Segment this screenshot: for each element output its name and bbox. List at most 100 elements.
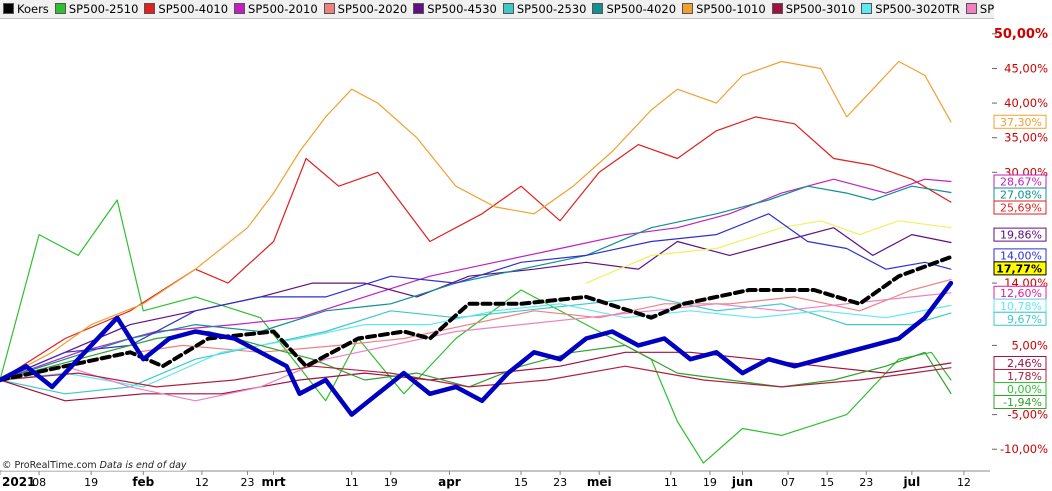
x-tick-label: apr bbox=[438, 475, 461, 489]
x-tick-label: 19 bbox=[703, 476, 717, 489]
legend-label: SP500-2530 bbox=[516, 2, 587, 16]
x-tick-label: 11 bbox=[345, 476, 359, 489]
series-line bbox=[0, 213, 952, 381]
x-tick-label: 08 bbox=[32, 476, 46, 489]
end-label-box bbox=[993, 261, 1047, 276]
x-tick-label: 15 bbox=[820, 476, 834, 489]
end-label-text: 10,78% bbox=[1000, 300, 1042, 313]
end-label-text: 2,46% bbox=[1007, 357, 1042, 370]
legend-item: SP500-3010 bbox=[771, 0, 856, 18]
watermark: © ProRealTime.com Data is end of day bbox=[2, 460, 187, 471]
y-tick-label: 50,00% bbox=[994, 27, 1048, 42]
legend-item: SP500-1010 bbox=[682, 0, 766, 18]
end-label-text: 9,67% bbox=[1007, 313, 1042, 326]
legend-swatch bbox=[234, 3, 246, 14]
y-tick-label: 35,00% bbox=[1004, 131, 1048, 145]
legend-item: SP500-2010 bbox=[234, 0, 318, 18]
series-line bbox=[0, 296, 952, 395]
legend-swatch bbox=[54, 3, 66, 14]
legend-label: SP500-2510 bbox=[68, 2, 139, 16]
x-tick-label: 23 bbox=[241, 476, 255, 489]
legend-item: SP500-4010 bbox=[144, 0, 228, 18]
series-line bbox=[585, 220, 952, 284]
legend-item: SP500-3020TR bbox=[861, 0, 960, 18]
legend-swatch bbox=[861, 3, 873, 14]
end-label-text: 1,78% bbox=[1007, 370, 1042, 383]
legend-swatch bbox=[413, 3, 425, 14]
watermark-source: © ProRealTime.com bbox=[2, 460, 97, 471]
series-line bbox=[0, 280, 954, 417]
series-line bbox=[0, 292, 952, 402]
y-tick-label: 45,00% bbox=[1004, 61, 1048, 75]
legend-label: SP500-4010 bbox=[158, 2, 229, 16]
legend-swatch bbox=[682, 3, 694, 14]
end-label-box bbox=[993, 394, 1047, 409]
x-tick-label: 19 bbox=[384, 476, 398, 489]
legend-swatch bbox=[3, 3, 14, 14]
legend-swatch bbox=[771, 3, 783, 14]
legend-item: SP500-2020 bbox=[323, 0, 408, 18]
x-tick-label: 12 bbox=[957, 476, 971, 489]
end-label-text: 27,08% bbox=[1000, 189, 1042, 202]
legend-item: SP500-2510 bbox=[54, 0, 139, 18]
x-tick-label: jul bbox=[902, 475, 920, 489]
watermark-note: Data is end of day bbox=[99, 460, 187, 471]
end-label-text: 0,00% bbox=[1007, 383, 1042, 396]
x-tick-label: mrt bbox=[261, 475, 285, 489]
legend-swatch bbox=[144, 3, 156, 14]
series-line bbox=[0, 199, 952, 464]
series-line bbox=[0, 116, 952, 381]
series-line bbox=[0, 330, 952, 394]
end-label-text: -1,94% bbox=[1003, 396, 1042, 409]
legend-swatch bbox=[965, 3, 977, 14]
y-tick-label: -10,00% bbox=[1000, 442, 1048, 456]
x-tick-label: mei bbox=[587, 475, 612, 489]
y-tick-label: -5,00% bbox=[1007, 408, 1048, 422]
series-line bbox=[0, 185, 952, 381]
x-tick-label: feb bbox=[132, 475, 154, 489]
series-line bbox=[0, 255, 953, 382]
legend-swatch bbox=[502, 3, 514, 14]
end-labels: 37,30% 28,67%27,08%25,69% 19,86% 14,00%17,7… bbox=[993, 114, 1047, 409]
legend-label: SP500 bbox=[979, 2, 994, 16]
end-label-text: 17,77% bbox=[996, 262, 1042, 275]
series-line bbox=[0, 365, 952, 388]
legend-item: SP500-4020 bbox=[592, 0, 676, 18]
end-label-text: 25,69% bbox=[1000, 202, 1042, 215]
end-label-text: 37,30% bbox=[1000, 116, 1042, 129]
series-line bbox=[0, 303, 952, 388]
end-label-text: 12,60% bbox=[1000, 287, 1042, 300]
legend-label: SP500-2020 bbox=[337, 2, 408, 16]
series-layer bbox=[0, 60, 954, 464]
end-label-text: 14,00% bbox=[1000, 249, 1042, 262]
series-line bbox=[0, 60, 952, 381]
legend-label: Koers bbox=[17, 2, 49, 16]
legend-swatch bbox=[323, 3, 335, 14]
end-label-box bbox=[993, 200, 1047, 215]
x-tick-label: 15 bbox=[514, 476, 528, 489]
legend-label: SP500-4020 bbox=[606, 2, 677, 16]
legend-label: SP500-3010 bbox=[785, 2, 856, 16]
legend-item: SP500-2530 bbox=[502, 0, 587, 18]
legend-label: SP500-2010 bbox=[248, 2, 318, 16]
x-tick-label: jun bbox=[731, 475, 753, 489]
x-tick-label: 23 bbox=[859, 476, 873, 489]
y-tick-label: 5,00% bbox=[1011, 338, 1048, 352]
x-tick-label: 19 bbox=[84, 476, 98, 489]
legend-label: SP500-4530 bbox=[427, 2, 497, 16]
series-line bbox=[0, 279, 952, 381]
legend-item: SP500 bbox=[965, 0, 994, 18]
x-tick-label: 11 bbox=[664, 476, 678, 489]
series-line bbox=[0, 178, 952, 381]
legend-label: SP500-1010 bbox=[696, 2, 766, 16]
legend-label: SP500-3020TR bbox=[875, 2, 960, 16]
x-tick-label: 12 bbox=[195, 476, 209, 489]
end-label-text: 19,86% bbox=[1000, 229, 1042, 242]
y-tick-label: 40,00% bbox=[1004, 96, 1048, 110]
end-label-box bbox=[993, 311, 1047, 326]
x-tick-label: 07 bbox=[781, 476, 795, 489]
x-tick-label: 2021 bbox=[2, 475, 35, 489]
x-tick-label: 23 bbox=[553, 476, 567, 489]
